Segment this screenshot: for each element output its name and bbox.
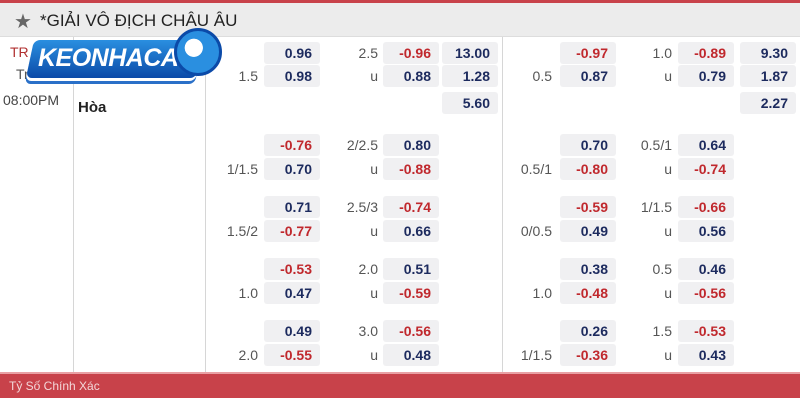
odds-value[interactable]: 0.26: [560, 320, 616, 342]
odds-value[interactable]: 2.27: [740, 92, 796, 114]
keonhacai-logo: KEONHACAI: [22, 28, 222, 90]
handicap-line: 2.0: [238, 347, 258, 363]
correct-score-bar[interactable]: Tỷ Số Chính Xác: [0, 372, 800, 398]
odds-value[interactable]: 0.49: [264, 320, 320, 342]
odds-value[interactable]: 0.80: [383, 134, 439, 156]
odds-value[interactable]: 0.46: [678, 258, 734, 280]
team-partial: TR: [10, 44, 29, 60]
handicap-line: 1/1.5: [520, 347, 552, 363]
odds-value[interactable]: -0.48: [560, 282, 616, 304]
odds-value[interactable]: -0.77: [264, 220, 320, 242]
odds-value[interactable]: 0.66: [383, 220, 439, 242]
soccer-ball-icon: [174, 28, 222, 76]
league-title: *GIẢI VÔ ĐỊCH CHÂU ÂU: [40, 11, 238, 30]
odds-value[interactable]: 0.51: [383, 258, 439, 280]
handicap-line: u: [370, 285, 378, 301]
handicap-line: u: [664, 68, 672, 84]
draw-label: Hòa: [78, 99, 107, 116]
handicap-line: u: [370, 161, 378, 177]
odds-value[interactable]: 0.87: [560, 65, 616, 87]
handicap-line: 0.5/1: [640, 137, 672, 153]
odds-value[interactable]: -0.56: [678, 282, 734, 304]
odds-value[interactable]: -0.66: [678, 196, 734, 218]
handicap-line: 1.0: [238, 285, 258, 301]
odds-value[interactable]: -0.97: [560, 42, 616, 64]
odds-value[interactable]: 0.48: [383, 344, 439, 366]
handicap-line: 0.5: [652, 261, 672, 277]
handicap-line: u: [664, 285, 672, 301]
handicap-line: 2/2.5: [346, 137, 378, 153]
odds-value[interactable]: 5.60: [442, 92, 498, 114]
odds-value[interactable]: 0.70: [560, 134, 616, 156]
odds-value[interactable]: 13.00: [442, 42, 498, 64]
handicap-line: 2.0: [358, 261, 378, 277]
handicap-line: 2.5/3: [346, 199, 378, 215]
handicap-line: u: [664, 223, 672, 239]
top-accent-line: [0, 0, 800, 3]
team-partial-2: Tr: [16, 66, 29, 82]
handicap-line: 1.5: [652, 323, 672, 339]
handicap-line: 1.0: [532, 285, 552, 301]
odds-value[interactable]: 0.49: [560, 220, 616, 242]
handicap-line: 2.5: [358, 45, 378, 61]
handicap-line: 0/0.5: [520, 223, 552, 239]
odds-value[interactable]: -0.96: [383, 42, 439, 64]
odds-value[interactable]: 0.70: [264, 158, 320, 180]
handicap-line: u: [664, 347, 672, 363]
odds-value[interactable]: 0.56: [678, 220, 734, 242]
handicap-line: u: [664, 161, 672, 177]
odds-value[interactable]: 0.43: [678, 344, 734, 366]
odds-value[interactable]: -0.53: [264, 258, 320, 280]
odds-value[interactable]: 0.96: [264, 42, 320, 64]
odds-value[interactable]: 1.87: [740, 65, 796, 87]
divider: [73, 37, 74, 372]
handicap-line: 3.0: [358, 323, 378, 339]
odds-value[interactable]: -0.74: [383, 196, 439, 218]
odds-value[interactable]: 0.64: [678, 134, 734, 156]
handicap-line: u: [370, 347, 378, 363]
league-header[interactable]: ★ *GIẢI VÔ ĐỊCH CHÂU ÂU: [0, 3, 800, 37]
handicap-line: 1/1.5: [640, 199, 672, 215]
odds-value[interactable]: -0.36: [560, 344, 616, 366]
match-time: 08:00PM: [3, 92, 60, 108]
footer-label: Tỷ Số Chính Xác: [9, 379, 100, 393]
handicap-line: 1.5: [238, 68, 258, 84]
odds-value[interactable]: 0.47: [264, 282, 320, 304]
odds-value[interactable]: -0.53: [678, 320, 734, 342]
odds-value[interactable]: 0.98: [264, 65, 320, 87]
odds-value[interactable]: -0.80: [560, 158, 616, 180]
odds-value[interactable]: -0.59: [383, 282, 439, 304]
odds-value[interactable]: -0.89: [678, 42, 734, 64]
odds-value[interactable]: 0.71: [264, 196, 320, 218]
divider: [502, 37, 503, 372]
odds-value[interactable]: 0.38: [560, 258, 616, 280]
star-icon[interactable]: ★: [14, 11, 32, 33]
odds-value[interactable]: -0.88: [383, 158, 439, 180]
odds-value[interactable]: 0.88: [383, 65, 439, 87]
odds-value[interactable]: 1.28: [442, 65, 498, 87]
handicap-line: 1.0: [652, 45, 672, 61]
handicap-line: 0.5/1: [520, 161, 552, 177]
odds-value[interactable]: 9.30: [740, 42, 796, 64]
odds-value[interactable]: -0.55: [264, 344, 320, 366]
handicap-line: 0.5: [532, 68, 552, 84]
handicap-line: 1.5/2: [226, 223, 258, 239]
handicap-line: u: [370, 223, 378, 239]
odds-value[interactable]: -0.59: [560, 196, 616, 218]
odds-value[interactable]: -0.76: [264, 134, 320, 156]
handicap-line: 1/1.5: [226, 161, 258, 177]
odds-value[interactable]: 0.79: [678, 65, 734, 87]
divider: [205, 37, 206, 372]
odds-value[interactable]: -0.56: [383, 320, 439, 342]
handicap-line: u: [370, 68, 378, 84]
odds-value[interactable]: -0.74: [678, 158, 734, 180]
